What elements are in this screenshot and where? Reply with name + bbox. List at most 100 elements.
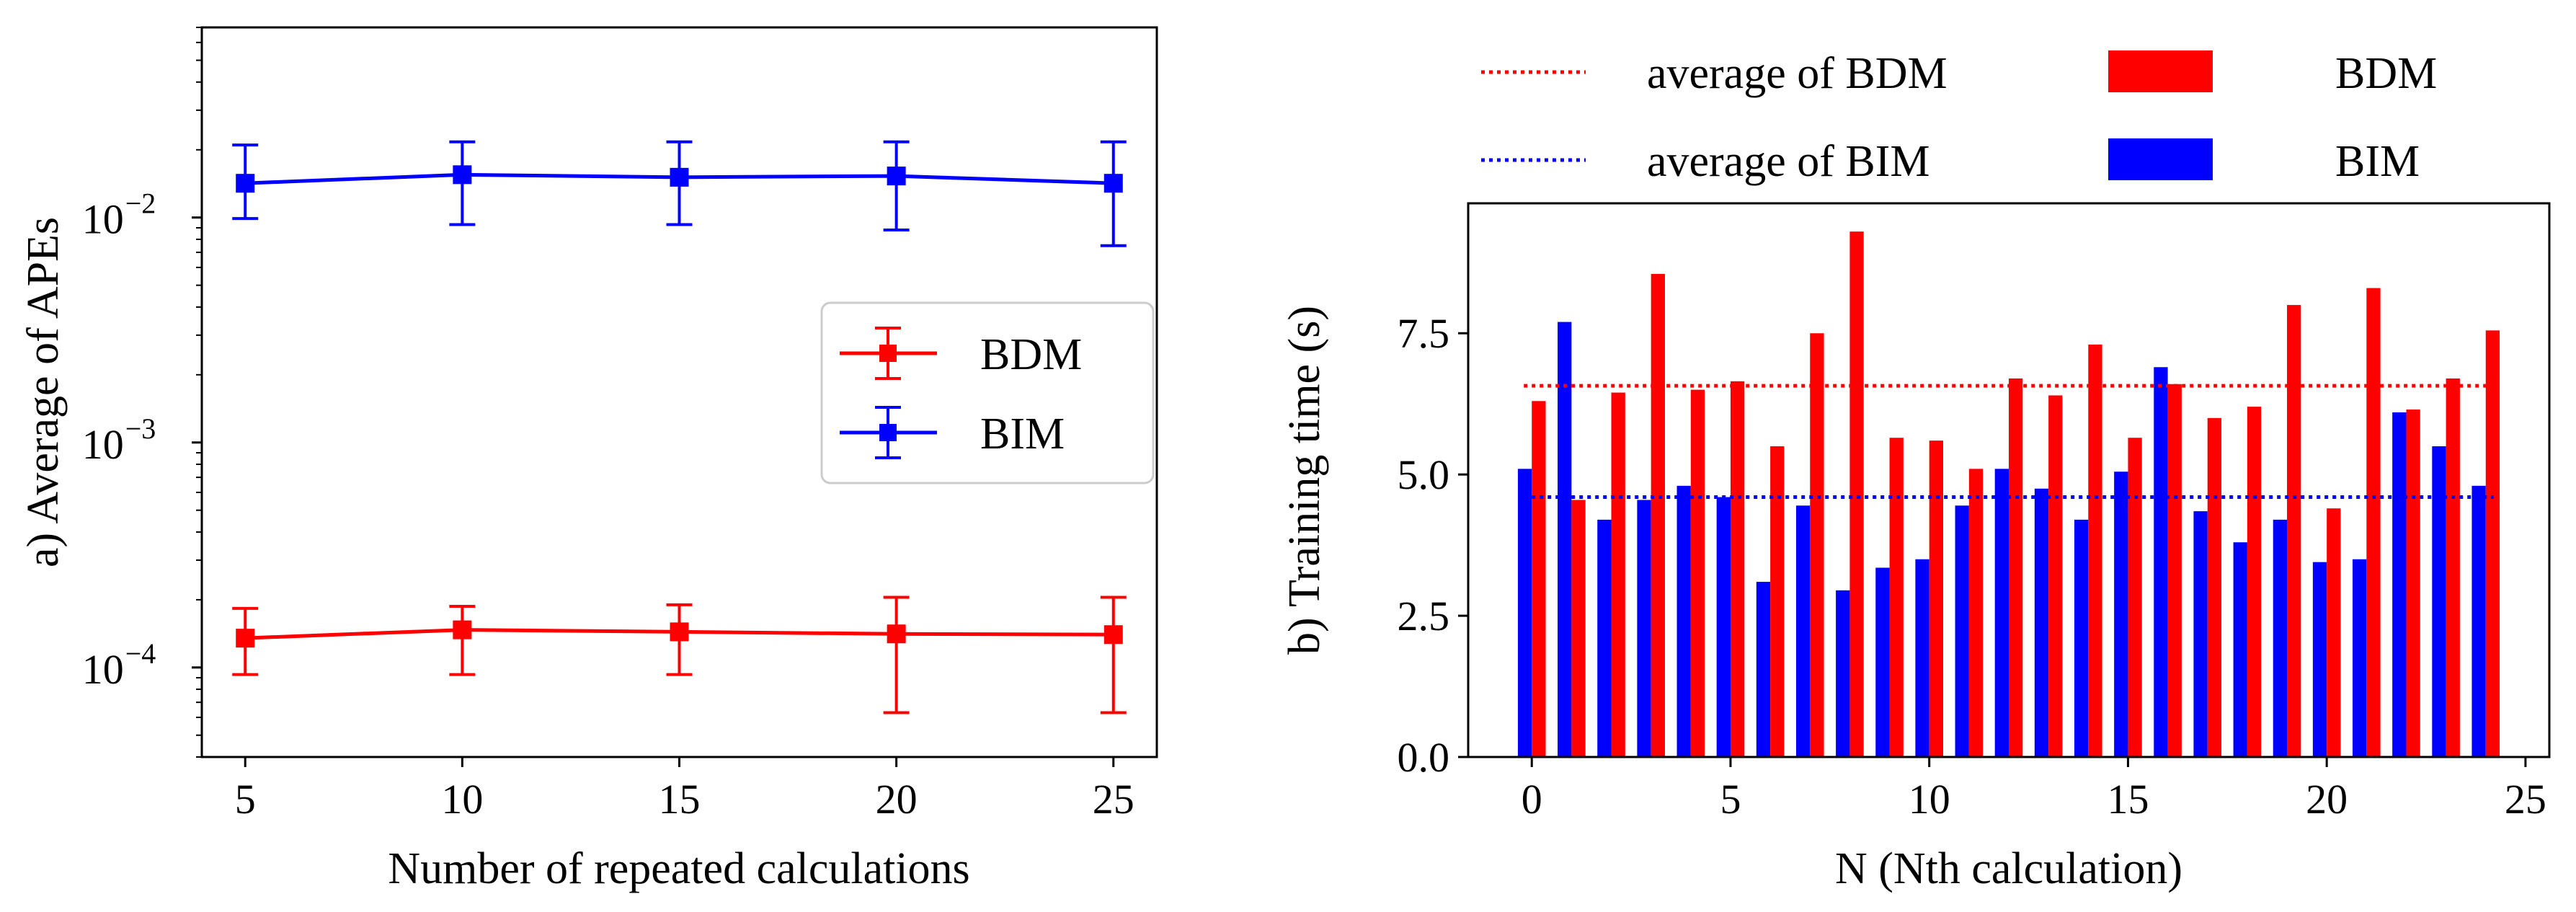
point-bdm <box>887 624 906 644</box>
bar-bim <box>1915 559 1929 757</box>
panel-b-y-tick-label: 2.5 <box>1398 593 1450 639</box>
panel-a-y-tick-exponent: −4 <box>125 637 156 670</box>
panel-a-marks <box>232 140 1127 714</box>
legend-entry-bim-bars: BIM <box>2108 137 2420 186</box>
bar-bim <box>2432 446 2446 757</box>
panel-b-marks <box>1517 231 2500 758</box>
bar-bim <box>2114 472 2128 757</box>
panel-a-y-tick-exponent: −3 <box>125 412 156 445</box>
point-bdm <box>670 622 689 642</box>
legend-entry-average-bim: average of BIM <box>1481 137 1930 186</box>
bar-bdm <box>1849 231 1864 757</box>
panel-b-x-tick-label: 15 <box>2107 776 2149 823</box>
legend-entry-bim: BIM <box>840 406 1065 459</box>
panel-a-y-tick-label: 10−2 <box>82 187 156 243</box>
bar-bim <box>1875 567 1890 757</box>
point-bim <box>453 165 472 185</box>
bar-bdm <box>1968 469 1984 757</box>
bar-bim <box>1517 469 1532 757</box>
bar-bim <box>1676 485 1691 757</box>
bar-bim <box>1795 505 1811 757</box>
bar-bim <box>1558 322 1572 758</box>
legend-entry-bdm-bars: BDM <box>2108 49 2437 98</box>
panel-a-legend-box <box>820 301 1155 484</box>
bar-bim <box>2193 511 2208 757</box>
bar-bim <box>2233 542 2247 757</box>
legend-entry-average-bdm: average of BDM <box>1481 49 1947 98</box>
bar-bim <box>2154 367 2168 757</box>
bar-bdm <box>2406 409 2420 757</box>
bar-bdm <box>2128 438 2142 757</box>
legend-bim-bar-swatch <box>2108 138 2213 180</box>
bar-bim <box>1756 582 1771 757</box>
bar-bim <box>2312 562 2327 757</box>
bar-bdm <box>2247 407 2262 757</box>
bar-bim <box>1716 497 1731 757</box>
bar-bdm <box>1690 389 1705 757</box>
bar-bim <box>1597 519 1612 757</box>
point-bdm <box>236 629 255 648</box>
legend-bim-label: BIM <box>980 409 1065 459</box>
panel-a-y-tick-label: 10−3 <box>82 412 156 468</box>
panel-a-y-tick-exponent: −2 <box>125 187 156 220</box>
bar-bdm <box>1929 440 1944 757</box>
bar-bim <box>1637 500 1651 757</box>
panel-b-x-tick-label: 10 <box>1909 776 1950 823</box>
point-bim <box>1103 174 1123 193</box>
panel-b-y-tick-label: 7.5 <box>1398 310 1450 357</box>
bar-bdm <box>1651 273 1665 757</box>
bar-bdm <box>1571 500 1586 757</box>
panel-b-x-tick-label: 5 <box>1720 776 1741 823</box>
panel-b-y-ticks: 0.0 2.5 5.0 7.5 <box>1398 310 1468 781</box>
panel-b-legend: average of BDM average of BIM BDM BIM <box>1481 49 2437 186</box>
bar-bdm <box>1889 438 1904 757</box>
panel-a-x-ticks: 5 10 15 20 25 <box>235 757 1134 823</box>
bar-bdm <box>2446 378 2460 757</box>
panel-a-y-ticks: 10−4 10−3 10−2 <box>82 27 202 758</box>
point-bim <box>887 167 906 186</box>
panel-a-line-chart: 5 10 15 20 25 10−4 10−3 10−2 Number of repeate… <box>19 26 1158 893</box>
panel-b-x-tick-label: 25 <box>2505 776 2546 823</box>
panel-a-y-axis-label: a) Average of APEs <box>19 217 68 567</box>
legend-average-bdm-label: average of BDM <box>1647 49 1947 98</box>
bar-bim <box>1836 590 1850 757</box>
bar-bdm <box>1532 401 1546 757</box>
point-bim <box>670 167 689 187</box>
panel-b-x-ticks: 0 5 10 15 20 25 <box>1522 757 2546 823</box>
bar-bdm <box>2207 417 2222 757</box>
point-bim <box>236 174 255 193</box>
legend-bim-marker <box>879 424 897 441</box>
point-bdm <box>453 620 472 639</box>
legend-bdm-bar-swatch <box>2108 50 2213 92</box>
panel-b-y-axis-label: b) Training time (s) <box>1280 306 1329 655</box>
bar-bdm <box>2088 344 2102 758</box>
panel-a-x-tick-label: 10 <box>441 776 483 823</box>
panel-a-x-tick-label: 20 <box>876 776 918 823</box>
legend-bdm-marker <box>879 345 897 362</box>
bar-bdm <box>2009 378 2023 757</box>
panel-a-legend: BDM BIM <box>820 301 1155 484</box>
bar-bdm <box>1770 446 1785 757</box>
point-bdm <box>1103 625 1123 645</box>
bar-bim <box>2353 559 2367 757</box>
bar-bim <box>2273 519 2288 757</box>
legend-bdm-bar-label: BDM <box>2335 49 2437 98</box>
bar-bdm <box>2287 305 2301 757</box>
bar-bdm <box>2366 288 2381 757</box>
panel-b-y-tick-label: 0.0 <box>1398 734 1450 781</box>
bar-bim <box>2074 519 2089 757</box>
bar-bdm <box>1810 333 1824 758</box>
bar-bim <box>1955 505 1969 757</box>
panel-b-x-tick-label: 20 <box>2306 776 2348 823</box>
legend-average-bim-label: average of BIM <box>1647 137 1930 186</box>
panel-a-x-tick-label: 5 <box>235 776 256 823</box>
panel-b-y-tick-label: 5.0 <box>1398 451 1450 498</box>
legend-bim-bar-label: BIM <box>2335 137 2420 186</box>
bar-bdm <box>2167 384 2182 757</box>
legend-bdm-label: BDM <box>980 330 1082 379</box>
panel-b-bar-chart: 0 5 10 15 20 25 0.0 2.5 5.0 7.5 N (Nth calculati… <box>1280 49 2551 893</box>
panel-b-axes-frame <box>1467 202 2551 758</box>
bar-bim <box>2471 485 2486 757</box>
panel-a-x-tick-label: 25 <box>1093 776 1134 823</box>
